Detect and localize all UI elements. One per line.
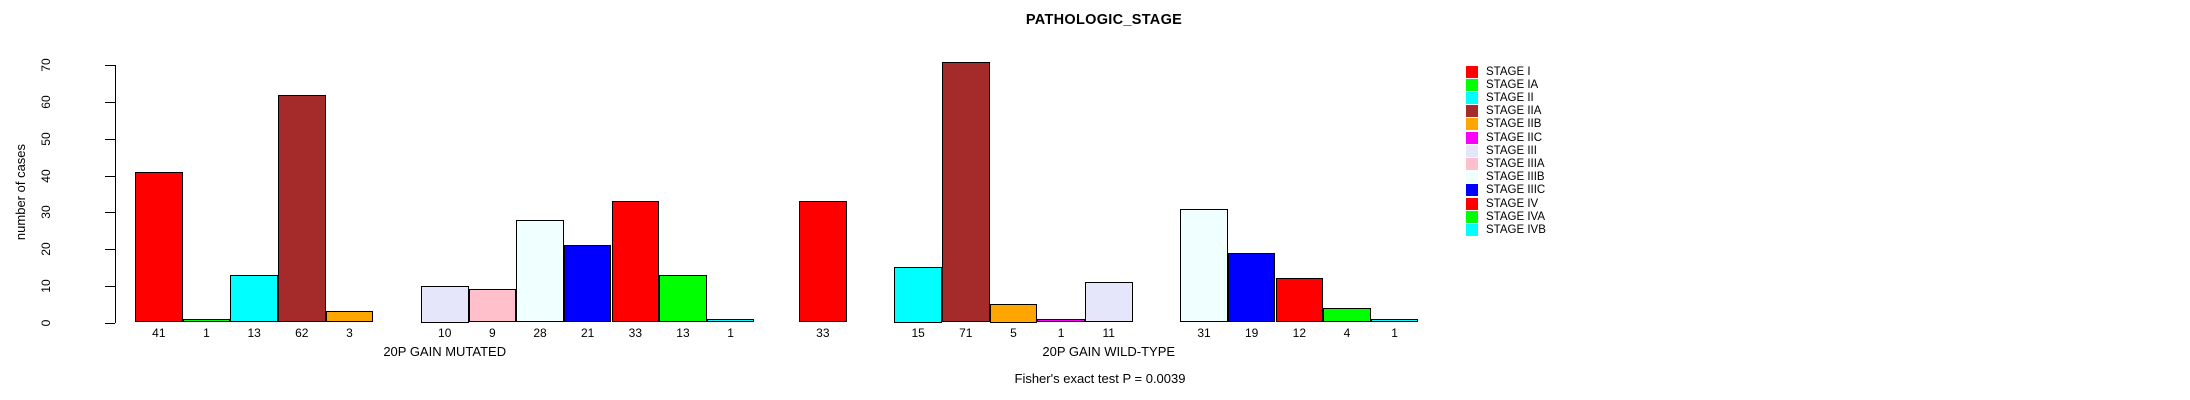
bar-20p-gain-wild-type-stage-iva — [1323, 307, 1371, 323]
bar-20p-gain-wild-type-stage-iiic — [1227, 252, 1276, 323]
y-axis-tick-label: 50 — [39, 132, 53, 146]
bar-value-label: 33 — [628, 326, 642, 340]
bar-20p-gain-mutated-stage-i — [135, 171, 183, 323]
group-axis-label: 20P GAIN WILD-TYPE — [1042, 344, 1176, 359]
chart-title: PATHOLOGIC_STAGE — [1025, 12, 1183, 28]
legend-label: STAGE IV — [1486, 197, 1539, 210]
legend-swatch-stage-iib — [1466, 118, 1478, 131]
legend-swatch-stage-iii — [1466, 144, 1478, 157]
bar-value-label: 28 — [533, 326, 547, 340]
bar-value-label: 33 — [816, 326, 830, 340]
legend-swatch-stage-ia — [1466, 78, 1478, 91]
bar-20p-gain-mutated-stage-iii — [420, 285, 469, 323]
bar-20p-gain-mutated-stage-iiic — [563, 245, 612, 323]
y-axis-tick — [105, 212, 115, 214]
bar-20p-gain-mutated-stage-iiib — [516, 219, 564, 323]
bar-20p-gain-mutated-stage-iv — [611, 201, 660, 323]
legend-swatch-stage-iva — [1466, 210, 1478, 223]
y-axis-line — [115, 65, 116, 323]
bar-20p-gain-mutated-stage-iva — [659, 274, 707, 323]
bar-20p-gain-wild-type-stage-iiib — [1180, 208, 1228, 323]
bar-value-label: 1 — [1391, 326, 1398, 340]
legend-label: STAGE IIIB — [1486, 171, 1545, 184]
bar-value-label: 10 — [438, 326, 452, 340]
legend-swatch-stage-iiic — [1466, 184, 1478, 197]
y-axis-tick-label: 10 — [39, 279, 53, 293]
group-axis-label: 20P GAIN MUTATED — [383, 344, 507, 359]
bar-20p-gain-wild-type-stage-iv — [1275, 278, 1324, 323]
bar-value-label: 19 — [1244, 326, 1259, 340]
legend-label: STAGE III — [1486, 144, 1537, 157]
y-axis-tick-label: 20 — [39, 242, 53, 256]
y-axis-tick-label: 70 — [39, 58, 53, 72]
bar-value-label: 1 — [1057, 326, 1065, 340]
y-axis-tick — [105, 285, 115, 287]
bar-value-label: 31 — [1197, 326, 1211, 340]
y-axis-tick-label: 60 — [39, 95, 53, 109]
legend-swatch-stage-ivb — [1466, 223, 1478, 236]
bar-20p-gain-mutated-stage-ia — [182, 318, 231, 323]
legend-label: STAGE IVA — [1486, 210, 1546, 223]
bar-value-label: 1 — [727, 326, 734, 340]
bar-20p-gain-mutated-stage-iib — [325, 311, 374, 323]
bar-20p-gain-wild-type-stage-ii — [894, 267, 942, 323]
legend-label: STAGE IA — [1486, 78, 1539, 91]
legend-swatch-stage-iia — [1466, 105, 1478, 118]
legend-label: STAGE I — [1486, 65, 1531, 78]
y-axis-tick — [105, 175, 115, 177]
bar-20p-gain-wild-type-stage-iib — [989, 304, 1038, 323]
bar-20p-gain-mutated-stage-iiia — [468, 289, 517, 323]
bar-20p-gain-wild-type-stage-iii — [1084, 282, 1133, 323]
bar-value-label: 11 — [1102, 326, 1115, 340]
bar-20p-gain-mutated-stage-ivb — [706, 318, 755, 323]
legend-label: STAGE IIIC — [1486, 184, 1546, 197]
bar-20p-gain-wild-type-stage-ivb — [1370, 318, 1419, 323]
bar-value-label: 41 — [152, 326, 166, 340]
legend-label: STAGE IIA — [1486, 105, 1542, 118]
legend-swatch-stage-iiia — [1466, 157, 1478, 170]
fisher-test-annotation: Fisher's exact test P = 0.0039 — [1014, 371, 1186, 386]
legend-label: STAGE IIIA — [1486, 157, 1545, 170]
bar-20p-gain-wild-type-stage-iia — [941, 61, 990, 323]
y-axis-tick-label: 30 — [39, 205, 53, 219]
bar-value-label: 4 — [1343, 326, 1351, 340]
legend-label: STAGE IIC — [1486, 131, 1543, 144]
legend-label: STAGE IIB — [1486, 118, 1542, 131]
legend-swatch-stage-iiib — [1466, 171, 1478, 184]
legend-label: STAGE II — [1486, 91, 1534, 104]
y-axis-tick — [105, 249, 115, 250]
y-axis-tick-label: 40 — [39, 168, 53, 183]
bar-value-label: 9 — [489, 326, 496, 340]
y-axis-tick — [105, 322, 115, 324]
y-axis-label: number of cases — [13, 143, 28, 241]
bar-20p-gain-wild-type-stage-iic — [1037, 318, 1085, 323]
legend-swatch-stage-i — [1466, 65, 1478, 78]
bar-value-label: 12 — [1292, 326, 1306, 340]
bar-value-label: 13 — [247, 326, 261, 340]
legend-swatch-stage-iic — [1466, 131, 1478, 144]
legend-swatch-stage-iv — [1466, 197, 1478, 210]
bar-value-label: 71 — [959, 326, 973, 340]
bar-value-label: 1 — [203, 326, 210, 340]
bar-value-label: 13 — [676, 326, 690, 340]
bar-20p-gain-wild-type-stage-i — [799, 201, 847, 323]
bar-value-label: 5 — [1010, 326, 1017, 340]
y-axis-tick — [105, 102, 115, 103]
bar-value-label: 15 — [911, 326, 925, 340]
bar-value-label: 62 — [295, 326, 309, 340]
y-axis-tick-label: 0 — [39, 319, 53, 326]
bar-value-label: 21 — [580, 326, 595, 340]
legend-label: STAGE IVB — [1486, 223, 1546, 236]
y-axis-tick — [105, 65, 115, 67]
legend-swatch-stage-ii — [1466, 91, 1478, 104]
bar-value-label: 3 — [346, 326, 353, 340]
bar-20p-gain-mutated-stage-iia — [277, 94, 326, 323]
y-axis-tick — [105, 138, 115, 140]
bar-20p-gain-mutated-stage-ii — [230, 274, 278, 323]
